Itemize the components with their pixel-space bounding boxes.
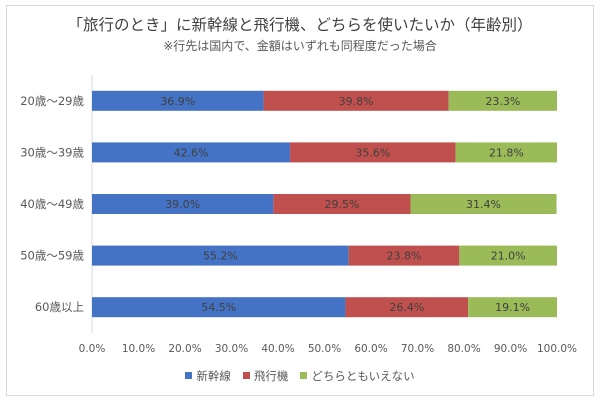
bar-segment: [410, 194, 557, 214]
data-label: 19.1%: [495, 301, 530, 314]
data-label: 39.0%: [165, 198, 200, 211]
legend: 新幹線 飛行機 どちらともいえない: [0, 368, 600, 384]
data-label: 23.8%: [387, 250, 422, 263]
x-tick-label: 20.0%: [168, 343, 201, 355]
chart-title: 「旅行のとき」に新幹線と飛行機、どちらを使いたいか（年齢別）: [67, 16, 533, 34]
x-tick-label: 40.0%: [261, 343, 294, 355]
bar-segment: [92, 245, 349, 266]
bar-segment: [468, 297, 557, 318]
x-tick-label: 90.0%: [494, 343, 527, 355]
bar-segment: [290, 142, 456, 163]
data-label: 55.2%: [203, 250, 238, 263]
bar-segment: [92, 90, 264, 111]
x-tick-label: 50.0%: [308, 343, 341, 355]
x-tick-label: 30.0%: [215, 343, 248, 355]
data-label: 31.4%: [466, 198, 501, 211]
data-label: 23.3%: [485, 95, 520, 108]
data-label: 42.6%: [174, 146, 209, 159]
bar-segment: [92, 142, 291, 163]
category-label: 20歳～29歳: [20, 94, 84, 108]
bar-segment: [455, 142, 557, 163]
category-label: 40歳～49歳: [20, 197, 84, 211]
x-tick-label: 80.0%: [447, 343, 480, 355]
category-label: 60歳以上: [35, 300, 84, 314]
legend-item: どちらともいえない: [300, 368, 415, 384]
bar-segment: [345, 297, 469, 318]
category-label: 50歳～59歳: [20, 249, 84, 263]
bar-segment: [263, 90, 449, 111]
bar-segment: [448, 90, 557, 111]
x-tick-label: 70.0%: [401, 343, 434, 355]
legend-label: どちらともいえない: [311, 369, 415, 383]
x-tick-label: 0.0%: [79, 343, 106, 355]
bar-segment: [348, 245, 460, 266]
data-label: 39.8%: [339, 95, 374, 108]
legend-item: 新幹線: [185, 368, 231, 384]
data-label: 21.0%: [491, 250, 526, 263]
legend-item: 飛行機: [242, 368, 289, 384]
data-label: 26.4%: [389, 301, 424, 314]
x-tick-label: 100.0%: [537, 343, 577, 355]
legend-swatch: [300, 372, 308, 379]
data-label: 29.5%: [324, 198, 359, 211]
legend-label: 飛行機: [253, 369, 289, 383]
bar-segment: [459, 245, 557, 266]
legend-swatch: [185, 372, 193, 379]
bar-segment: [92, 194, 274, 214]
category-label: 30歳～39歳: [20, 145, 84, 159]
bar-segment: [273, 194, 411, 214]
legend-label: 新幹線: [196, 369, 231, 383]
chart-subtitle: ※行先は国内で、金額はいずれも同程度だった場合: [163, 39, 437, 53]
data-label: 35.6%: [355, 146, 390, 159]
data-label: 21.8%: [489, 146, 524, 159]
bar-segment: [92, 297, 346, 318]
legend-swatch: [242, 372, 250, 379]
x-tick-label: 10.0%: [122, 343, 155, 355]
x-tick-label: 60.0%: [354, 343, 387, 355]
data-label: 54.5%: [201, 301, 236, 314]
data-label: 36.9%: [160, 95, 195, 108]
